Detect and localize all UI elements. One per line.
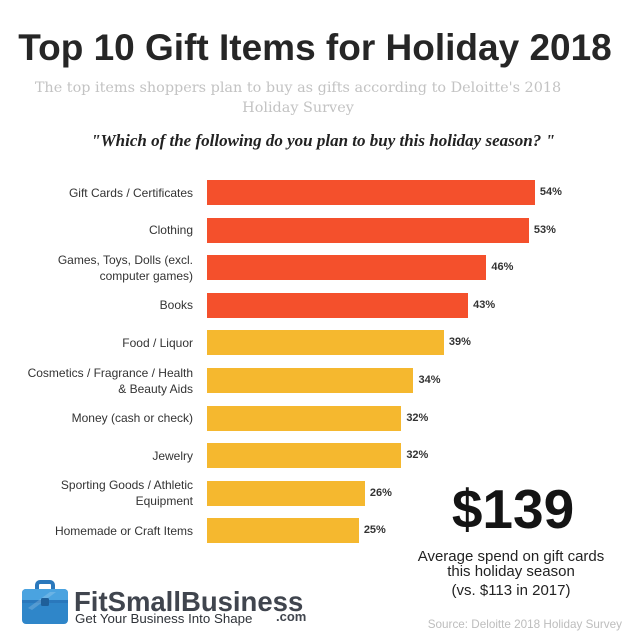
bar	[207, 292, 469, 318]
bar	[207, 518, 359, 544]
value-label: 54%	[539, 186, 562, 198]
logo-tagline: Get Your Business Into Shape	[75, 611, 253, 626]
bar	[207, 443, 402, 469]
subtitle-line: The top items shoppers plan to buy as gi…	[34, 80, 562, 96]
category-label: Homemade or Craft Items	[54, 523, 193, 538]
callout-line: Average spend on gift cards	[417, 548, 605, 565]
category-label: Food / Liquor	[122, 335, 193, 350]
bar	[207, 180, 535, 205]
bar	[207, 330, 444, 356]
value-label: 43%	[473, 298, 496, 311]
category-label: Games, Toys, Dolls (excl. computer games…	[57, 252, 193, 283]
value-label: 39%	[448, 336, 471, 349]
callout-line: (vs. $113 in 2017)	[451, 582, 571, 599]
bar	[207, 255, 487, 281]
bar	[207, 217, 529, 243]
category-label: Clothing	[148, 223, 193, 238]
survey-question: "Which of the following do you plan to b…	[91, 131, 555, 150]
source-note: Source: Deloitte 2018 Holiday Survey	[427, 618, 622, 631]
logo-tld: .com	[276, 609, 307, 624]
bar	[207, 368, 414, 393]
value-label: 26%	[369, 486, 392, 499]
category-label: Sporting Goods / Athletic Equipment	[60, 478, 193, 509]
bar	[207, 480, 365, 506]
logo-name: FitSmallBusiness	[74, 586, 304, 617]
value-label: 34%	[418, 374, 441, 386]
subtitle-line: Holiday Survey	[242, 100, 354, 116]
briefcase-icon	[20, 578, 70, 626]
value-label: 32%	[406, 449, 429, 462]
bar	[207, 405, 402, 431]
callout-amount: $139	[451, 478, 575, 540]
category-label: Books	[159, 298, 193, 313]
value-label: 46%	[491, 261, 514, 274]
value-label: 32%	[406, 411, 429, 424]
category-label: Gift Cards / Certificates	[68, 185, 193, 200]
value-label: 53%	[533, 223, 556, 236]
category-label: Jewelry	[152, 448, 193, 463]
category-label: Cosmetics / Fragrance / Health & Beauty …	[27, 365, 193, 396]
value-label: 25%	[363, 524, 386, 537]
page-title: Top 10 Gift Items for Holiday 2018	[18, 27, 612, 68]
callout-line: this holiday season	[447, 563, 575, 580]
category-label: Money (cash or check)	[71, 411, 193, 426]
chart-area: Gift Cards / Certificates 54% Clothing 53% G…	[0, 170, 640, 555]
